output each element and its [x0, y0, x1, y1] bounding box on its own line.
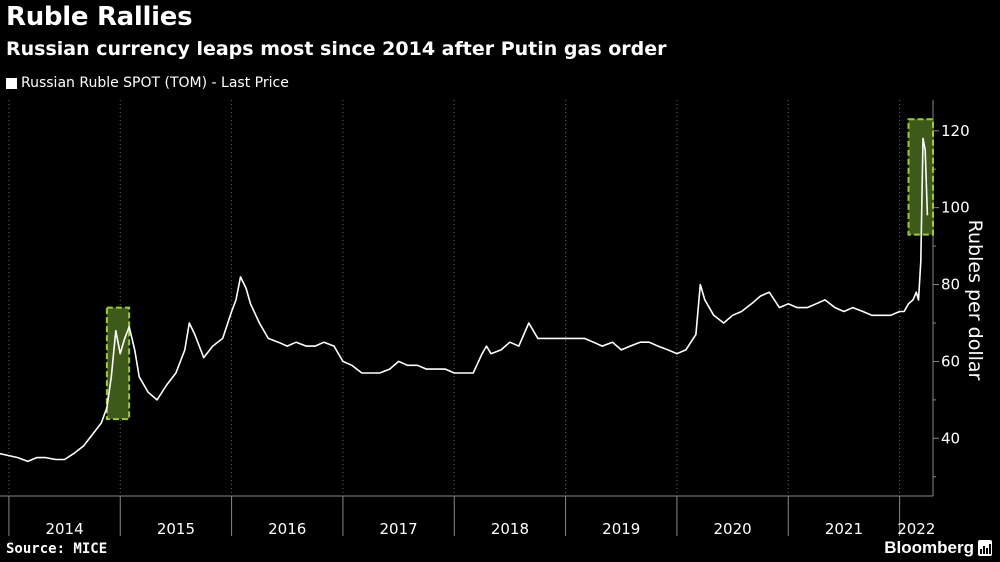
chart-subtitle: Russian currency leaps most since 2014 a… [6, 38, 667, 60]
x-tick-label: 2016 [268, 520, 306, 538]
highlight-box [105, 306, 131, 421]
y-tick-label: 120 [941, 122, 970, 140]
chart-title: Ruble Rallies [6, 2, 193, 32]
bloomberg-icon [978, 540, 992, 556]
x-tick-label: 2019 [602, 520, 640, 538]
y-axis-label: Rubles per dollar [964, 219, 986, 381]
x-tick-label: 2020 [714, 520, 752, 538]
legend-swatch [6, 77, 17, 89]
x-tick-label: 2022 [897, 520, 935, 538]
brand-logo: Bloomberg [884, 538, 992, 558]
y-tick-label: 40 [941, 429, 960, 447]
x-tick-label: 2014 [45, 520, 83, 538]
x-tick-label: 2017 [379, 520, 417, 538]
y-tick-label: 60 [941, 352, 960, 370]
legend-label: Russian Ruble SPOT (TOM) - Last Price [21, 75, 289, 91]
highlight-box [907, 118, 935, 236]
y-tick-label: 100 [941, 199, 970, 217]
brand-name: Bloomberg [884, 538, 974, 557]
source-note: Source: MICE [6, 541, 108, 557]
legend: Russian Ruble SPOT (TOM) - Last Price [6, 75, 289, 91]
x-tick-label: 2018 [491, 520, 529, 538]
x-tick-label: 2021 [825, 520, 863, 538]
x-tick-label: 2015 [157, 520, 195, 538]
y-tick-label: 80 [941, 276, 960, 294]
series-line [0, 137, 929, 463]
